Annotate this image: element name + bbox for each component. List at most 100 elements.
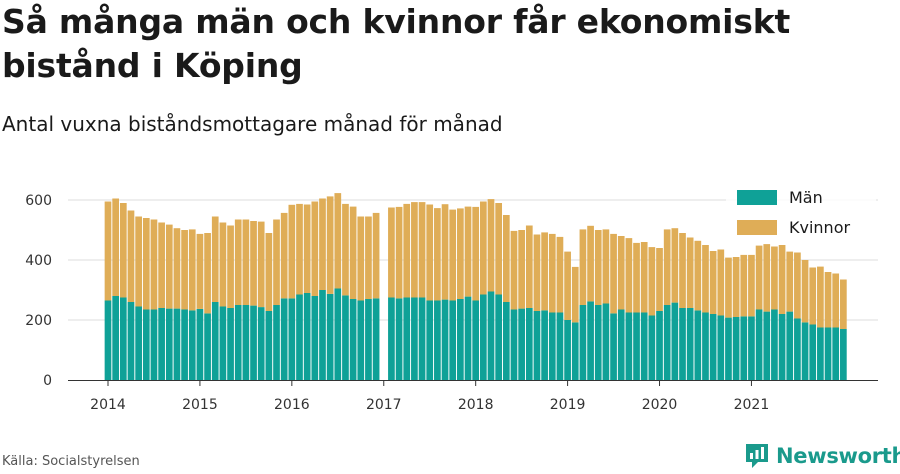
bar-kvinnor <box>127 210 135 302</box>
bar-man <box>794 318 801 380</box>
bar-kvinnor <box>112 198 120 296</box>
bar-man <box>403 297 411 380</box>
bar-man <box>495 294 503 380</box>
bar-man <box>732 317 740 380</box>
bar-man <box>227 308 234 380</box>
bar-kvinnor <box>694 240 702 311</box>
bar-kvinnor <box>257 221 265 308</box>
bar-man <box>418 297 426 380</box>
bar-man <box>104 300 112 380</box>
bar-kvinnor <box>326 196 334 294</box>
bar-man <box>288 298 296 380</box>
bar-man <box>579 305 587 380</box>
bar-kvinnor <box>135 216 142 307</box>
bar-man <box>717 315 725 380</box>
bar-kvinnor <box>372 212 380 299</box>
bar-man <box>679 308 686 380</box>
bar-man <box>525 308 533 380</box>
bar-man <box>725 317 732 380</box>
bar-man <box>771 309 778 380</box>
bar-man <box>250 305 257 380</box>
bar-man <box>342 295 349 380</box>
chart-title: Så många män och kvinnor får ekonomiskt … <box>2 2 791 85</box>
bar-kvinnor <box>794 252 801 319</box>
bar-man <box>640 312 648 380</box>
bar-man <box>388 297 395 380</box>
bar-man <box>257 307 265 380</box>
bar-kvinnor <box>725 257 732 318</box>
bar-man <box>763 311 771 380</box>
bar-man <box>372 298 380 380</box>
bar-man <box>181 309 188 380</box>
bar-man <box>334 288 342 380</box>
bar-kvinnor <box>640 242 648 313</box>
bar-man <box>633 312 640 380</box>
bar-kvinnor <box>188 229 196 311</box>
bar-man <box>158 308 165 380</box>
x-tick-label: 2016 <box>274 397 310 413</box>
bar-kvinnor <box>181 230 188 310</box>
bar-man <box>671 302 679 380</box>
bar-kvinnor <box>219 222 227 307</box>
bar-kvinnor <box>832 273 840 328</box>
bar-man <box>434 300 441 380</box>
bar-man <box>556 312 564 380</box>
bar-man <box>357 300 365 380</box>
bar-kvinnor <box>365 216 372 299</box>
legend-label: Kvinnor <box>789 218 850 237</box>
bar-kvinnor <box>234 219 242 305</box>
bar-man <box>610 313 617 380</box>
bar-kvinnor <box>809 267 817 325</box>
bar-man <box>142 309 150 380</box>
bar-kvinnor <box>732 257 740 317</box>
bar-man <box>135 306 142 380</box>
brand-logo: Newsworthy <box>744 440 900 472</box>
bar-man <box>173 308 181 380</box>
bar-kvinnor <box>349 206 357 299</box>
bar-kvinnor <box>610 233 617 314</box>
legend-swatch <box>737 190 777 205</box>
bar-man <box>702 312 709 380</box>
bar-kvinnor <box>748 254 755 317</box>
bar-man <box>234 305 242 380</box>
bar-man <box>165 308 173 380</box>
x-tick-label: 2014 <box>90 397 126 413</box>
bar-kvinnor <box>617 236 625 310</box>
bar-man <box>824 327 832 380</box>
bar-kvinnor <box>763 244 771 312</box>
bar-kvinnor <box>525 225 533 308</box>
bar-man <box>786 311 794 380</box>
bar-man <box>541 310 548 380</box>
bar-kvinnor <box>395 206 403 299</box>
bar-man <box>502 302 510 380</box>
y-tick-label: 200 <box>25 313 52 329</box>
x-tick-label: 2017 <box>366 397 402 413</box>
bar-kvinnor <box>311 201 319 296</box>
x-tick-label: 2019 <box>550 397 586 413</box>
bar-kvinnor <box>495 203 503 295</box>
bar-man <box>112 296 120 380</box>
axes: 0 200 400 600 2014 2015 2016 2017 2018 2019 2020 20… <box>25 193 878 413</box>
bar-man <box>426 300 434 380</box>
bar-kvinnor <box>709 251 717 314</box>
bar-man <box>280 298 288 380</box>
bar-kvinnor <box>479 201 487 295</box>
bar-kvinnor <box>342 203 349 296</box>
bar-kvinnor <box>457 208 464 299</box>
bar-kvinnor <box>280 212 288 299</box>
bar-man <box>694 310 702 380</box>
bar-kvinnor <box>158 222 165 308</box>
bar-kvinnor <box>403 203 411 298</box>
bar-kvinnor <box>656 248 663 311</box>
bar-kvinnor <box>817 266 824 328</box>
bar-man <box>809 324 817 380</box>
bar-kvinnor <box>273 219 280 305</box>
bar-kvinnor <box>541 232 548 311</box>
bar-kvinnor <box>778 245 786 314</box>
bar-man <box>748 316 755 380</box>
bar-kvinnor <box>594 230 602 305</box>
bar-kvinnor <box>418 202 426 298</box>
bar-kvinnor <box>472 206 480 301</box>
bar-kvinnor <box>671 228 679 303</box>
